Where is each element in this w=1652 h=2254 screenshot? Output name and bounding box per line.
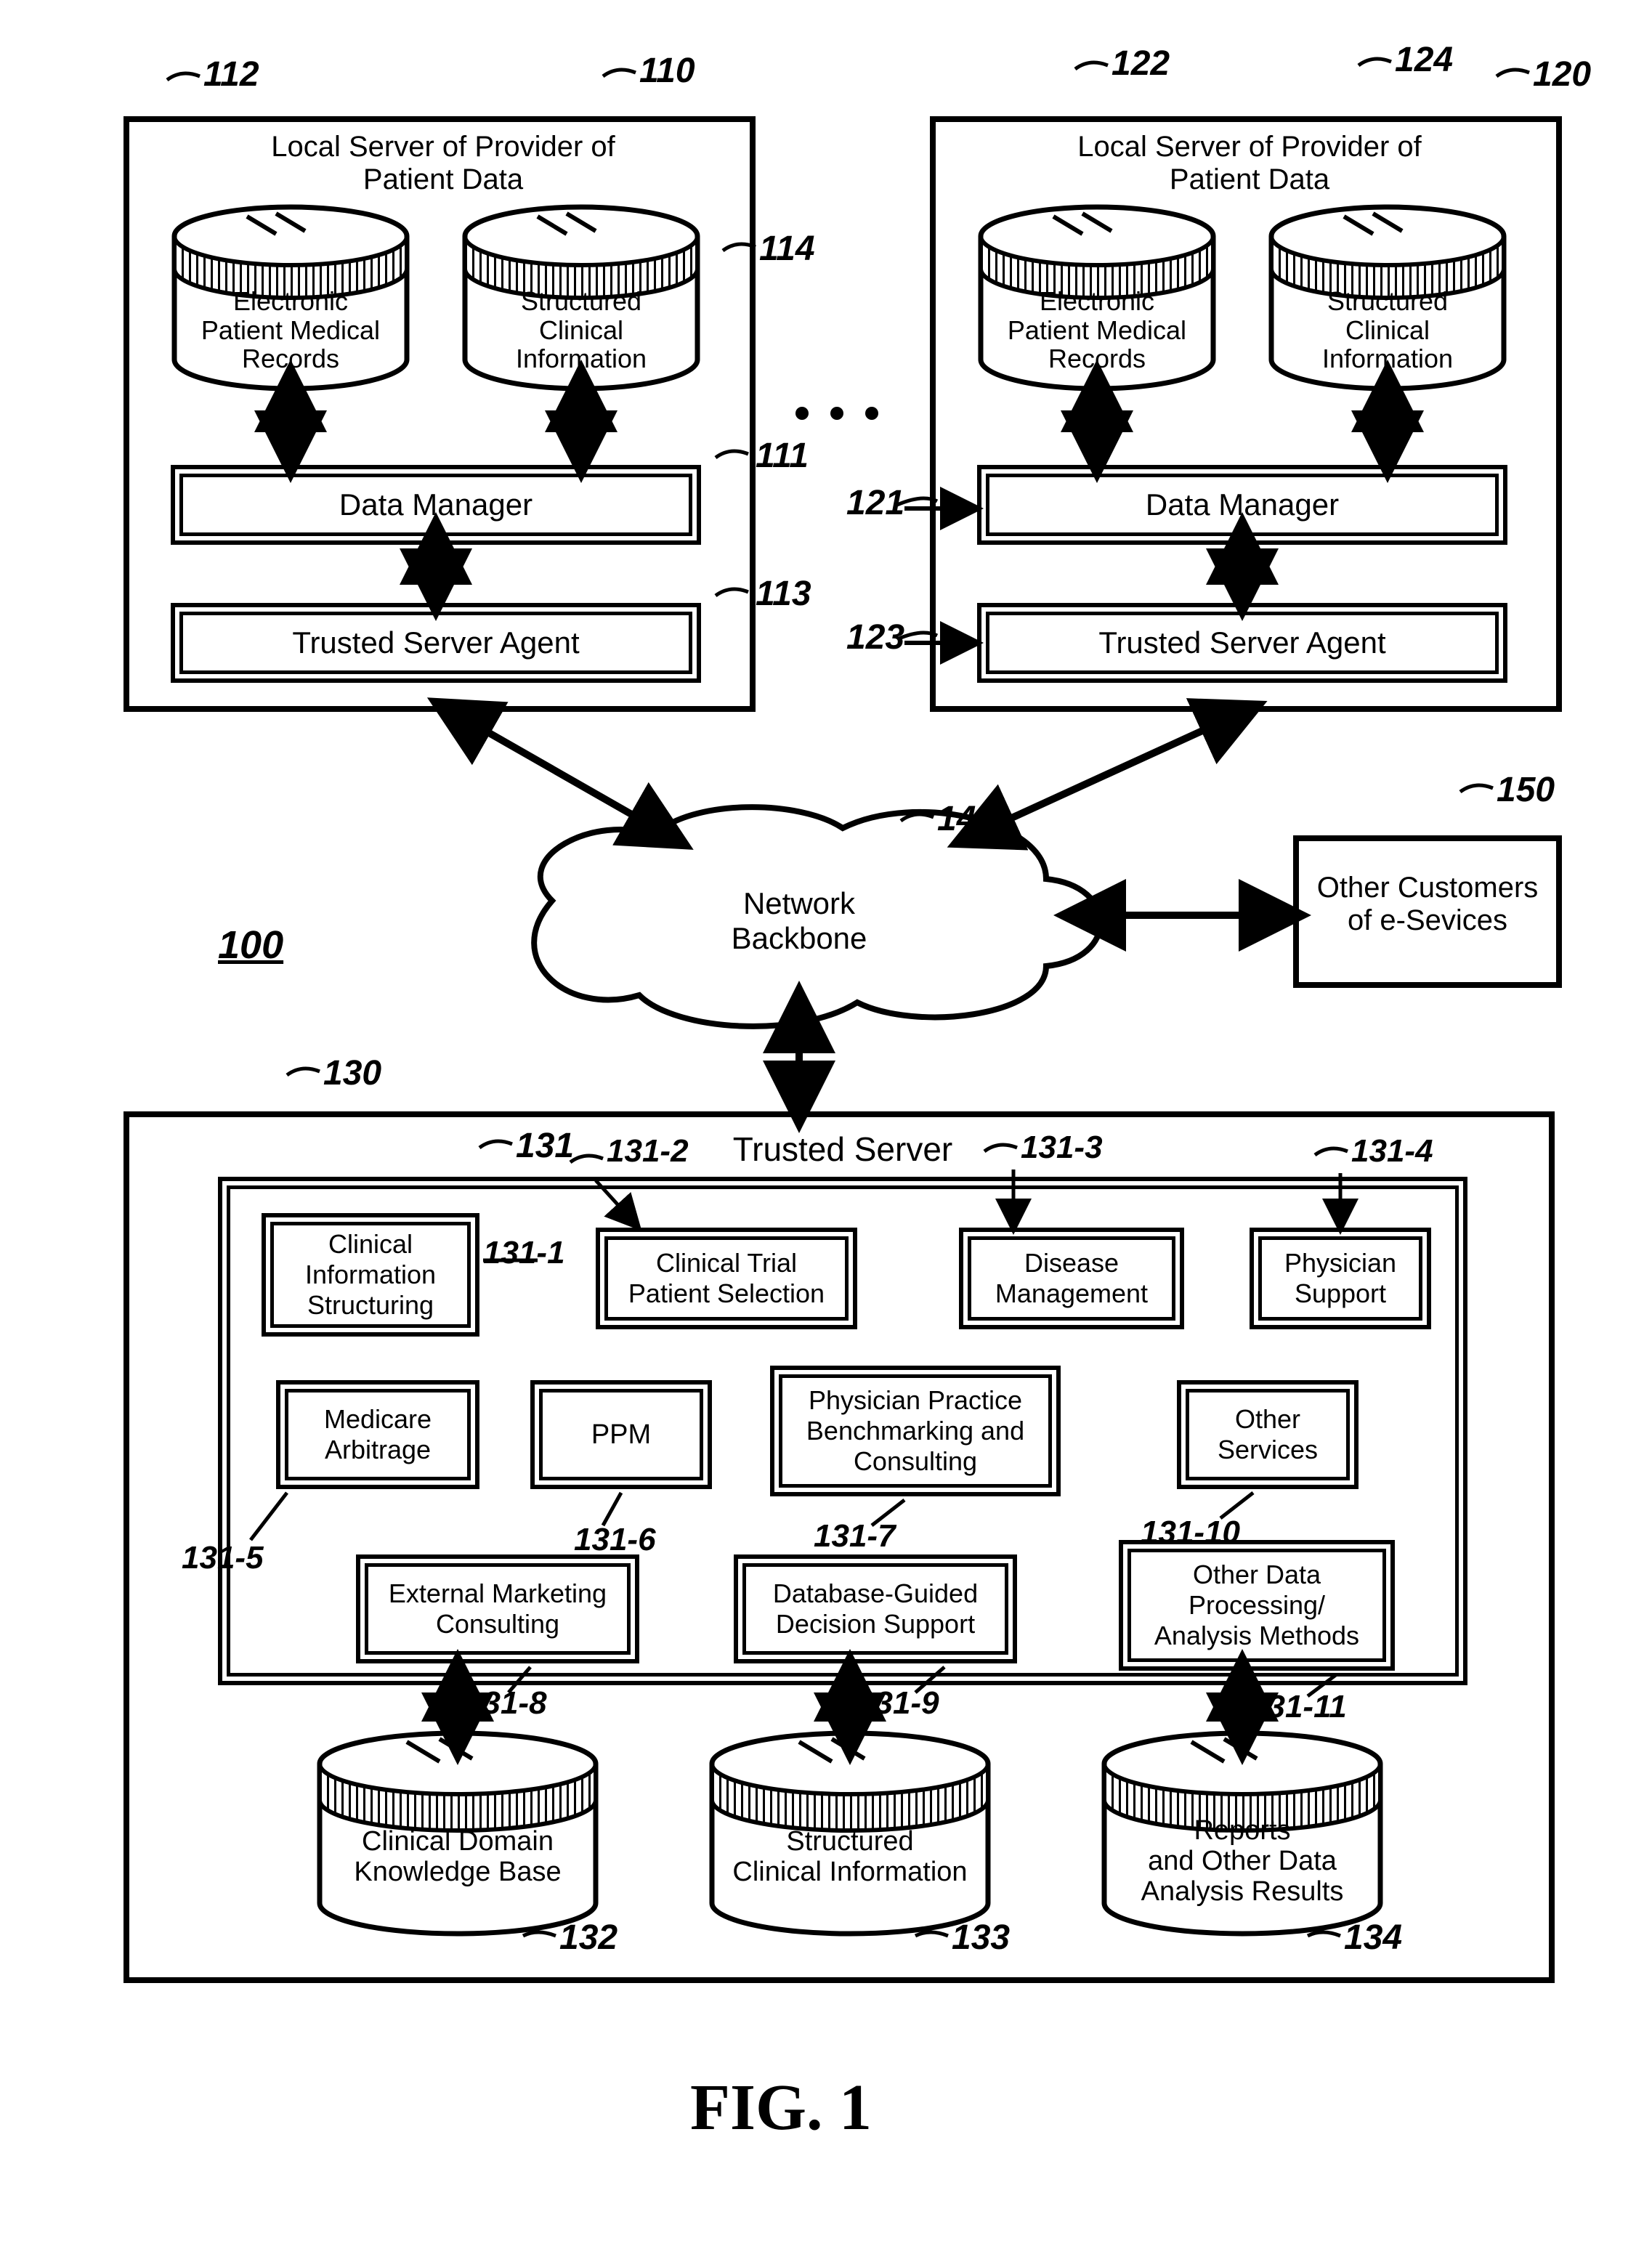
data-manager-111: Data Manager [171, 465, 701, 545]
ref-140: 140 [937, 799, 995, 839]
ref-121: 121 [846, 483, 904, 523]
server-120-title: Local Server of Provider of Patient Data [1053, 131, 1446, 196]
db-134-label: Reports and Other Data Analysis Results [1097, 1816, 1388, 1907]
agent-123: Trusted Server Agent [977, 603, 1507, 683]
cloud-140-label: Network Backbone [690, 886, 908, 956]
db-124-label: Structured Clinical Information [1264, 287, 1511, 373]
ref-114: 114 [759, 229, 815, 269]
db-112: Electronic Patient Medical Records [167, 203, 414, 392]
service-131-7: Physician Practice Benchmarking and Cons… [770, 1366, 1061, 1496]
db-134: Reports and Other Data Analysis Results [1097, 1729, 1388, 1939]
ref-150: 150 [1497, 770, 1555, 810]
ref-131-2: 131-2 [607, 1133, 689, 1169]
service-131-5: Medicare Arbitrage [276, 1380, 479, 1489]
figure-title: FIG. 1 [690, 2070, 872, 2145]
db-122-label: Electronic Patient Medical Records [973, 287, 1220, 373]
service-131-6-label: PPM [535, 1385, 708, 1485]
service-131-1: Clinical Information Structuring [262, 1213, 479, 1337]
ref-131-4: 131-4 [1351, 1133, 1433, 1169]
ref-130: 130 [323, 1053, 381, 1093]
db-132: Clinical Domain Knowledge Base [312, 1729, 603, 1939]
server-110-title: Local Server of Provider of Patient Data [247, 131, 639, 196]
customers-150-label: Other Customers of e-Sevices [1308, 872, 1547, 937]
db-114: Structured Clinical Information [458, 203, 705, 392]
ref-131-8: 131-8 [465, 1685, 547, 1722]
service-131-4-label: Physician Support [1254, 1232, 1427, 1325]
service-131-11-label: Other Data Processing/ Analysis Methods [1123, 1544, 1390, 1666]
db-133-label: Structured Clinical Information [705, 1827, 995, 1888]
db-132-label: Clinical Domain Knowledge Base [312, 1827, 603, 1888]
ref-134: 134 [1344, 1918, 1402, 1958]
db-133: Structured Clinical Information [705, 1729, 995, 1939]
service-131-8-label: External Marketing Consulting [360, 1559, 635, 1659]
db-112-label: Electronic Patient Medical Records [167, 287, 414, 373]
ellipsis-dots [795, 407, 878, 420]
db-124: Structured Clinical Information [1264, 203, 1511, 392]
trusted-130-title: Trusted Server [697, 1130, 988, 1169]
ref-132: 132 [559, 1918, 618, 1958]
agent-113: Trusted Server Agent [171, 603, 701, 683]
agent-113-label: Trusted Server Agent [175, 607, 697, 678]
ref-131: 131 [516, 1126, 574, 1166]
ref-120: 120 [1533, 54, 1591, 94]
figure-canvas: Local Server of Provider of Patient Data… [0, 0, 1652, 2254]
agent-123-label: Trusted Server Agent [981, 607, 1503, 678]
ref-131-5: 131-5 [182, 1540, 264, 1576]
ref-110: 110 [639, 51, 695, 91]
service-131-6: PPM [530, 1380, 712, 1489]
ref-131-7: 131-7 [814, 1518, 896, 1554]
ref-131-6: 131-6 [574, 1522, 656, 1558]
ref-100: 100 [218, 923, 283, 968]
service-131-9: Database-Guided Decision Support [734, 1554, 1017, 1663]
ref-113: 113 [756, 574, 811, 614]
ref-111: 111 [756, 436, 809, 476]
service-131-4: Physician Support [1250, 1228, 1431, 1329]
data-manager-121-label: Data Manager [981, 469, 1503, 540]
service-131-10-label: Other Services [1181, 1385, 1354, 1485]
db-122: Electronic Patient Medical Records [973, 203, 1220, 392]
service-131-1-label: Clinical Information Structuring [266, 1217, 475, 1332]
ref-131-11: 131-11 [1250, 1689, 1347, 1725]
ref-131-1: 131-1 [483, 1235, 565, 1271]
ref-133: 133 [952, 1918, 1010, 1958]
service-131-8: External Marketing Consulting [356, 1554, 639, 1663]
service-131-11: Other Data Processing/ Analysis Methods [1119, 1540, 1395, 1671]
data-manager-111-label: Data Manager [175, 469, 697, 540]
data-manager-121: Data Manager [977, 465, 1507, 545]
service-131-7-label: Physician Practice Benchmarking and Cons… [774, 1370, 1056, 1492]
ref-123: 123 [846, 617, 904, 657]
service-131-3-label: Disease Management [963, 1232, 1180, 1325]
ref-131-9: 131-9 [857, 1685, 939, 1722]
service-131-2: Clinical Trial Patient Selection [596, 1228, 857, 1329]
ref-112: 112 [203, 54, 259, 94]
service-131-3: Disease Management [959, 1228, 1184, 1329]
service-131-2-label: Clinical Trial Patient Selection [600, 1232, 853, 1325]
db-114-label: Structured Clinical Information [458, 287, 705, 373]
service-131-5-label: Medicare Arbitrage [280, 1385, 475, 1485]
service-131-10: Other Services [1177, 1380, 1359, 1489]
ref-122: 122 [1112, 44, 1170, 84]
ref-131-3: 131-3 [1021, 1130, 1103, 1166]
ref-124: 124 [1395, 40, 1453, 80]
service-131-9-label: Database-Guided Decision Support [738, 1559, 1013, 1659]
